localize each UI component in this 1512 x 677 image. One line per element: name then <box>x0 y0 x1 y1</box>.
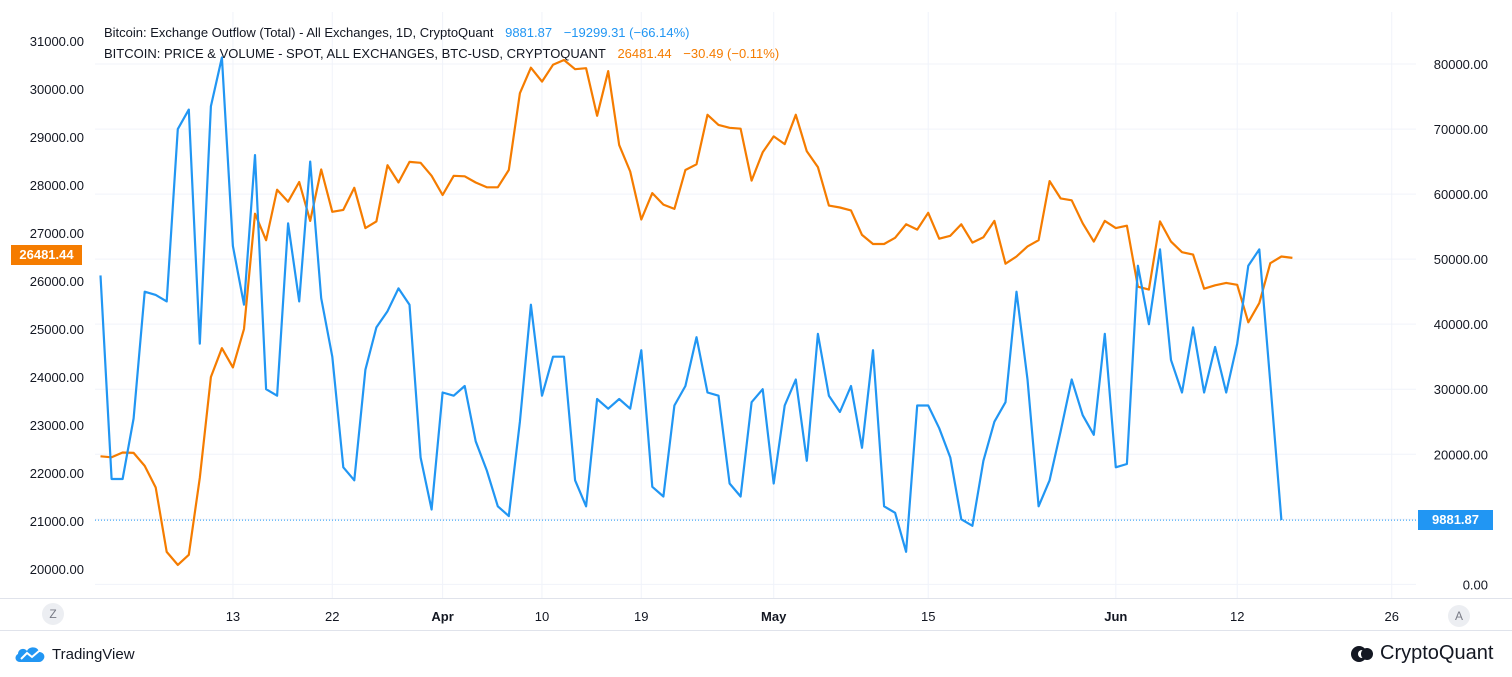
legend-outflow-change: −19299.31 (−66.14%) <box>563 25 690 40</box>
auto-scale-button[interactable]: A <box>1448 605 1470 627</box>
time-axis[interactable]: 13 22 Apr 10 19 May 15 Jun 12 26 <box>226 609 1399 624</box>
legend-price-change: −30.49 (−0.11%) <box>683 46 780 61</box>
left-axis-tick-label: 23000.00 <box>30 418 84 433</box>
x-axis-tick-label: 22 <box>325 609 339 624</box>
right-axis-tick-label: 20000.00 <box>1434 447 1488 462</box>
price-last-badge: 26481.44 <box>11 245 82 265</box>
left-price-axis[interactable]: 31000.00 30000.00 29000.00 28000.00 27000.00… <box>30 34 84 577</box>
left-axis-tick-label: 24000.00 <box>30 370 84 385</box>
cryptoquant-logo[interactable]: CryptoQuant <box>1350 642 1493 665</box>
x-axis-tick-label: 15 <box>921 609 935 624</box>
legend-outflow-value: 9881.87 <box>505 25 553 40</box>
left-axis-tick-label: 27000.00 <box>30 226 84 241</box>
x-axis-tick-label: 13 <box>226 609 240 624</box>
time-axis-separator <box>0 598 1512 599</box>
left-axis-tick-label: 25000.00 <box>30 322 84 337</box>
legend-outflow-title: Bitcoin: Exchange Outflow (Total) - All … <box>104 25 494 40</box>
tradingview-cloud-icon <box>15 647 45 662</box>
legend-price-value: 26481.44 <box>617 46 672 61</box>
tradingview-label: TradingView <box>52 645 135 663</box>
left-axis-tick-label: 20000.00 <box>30 562 84 577</box>
x-axis-tick-label: 26 <box>1384 609 1398 624</box>
x-axis-tick-label: 12 <box>1230 609 1244 624</box>
x-axis-tick-label: 19 <box>634 609 648 624</box>
legend-price[interactable]: BITCOIN: PRICE & VOLUME - SPOT, ALL EXCH… <box>104 46 787 61</box>
left-axis-tick-label: 28000.00 <box>30 178 84 193</box>
cryptoquant-icon <box>1351 645 1373 662</box>
x-axis-tick-label: May <box>761 609 787 624</box>
right-axis-tick-label: 30000.00 <box>1434 382 1488 397</box>
grid-lines <box>95 12 1416 598</box>
x-axis-tick-label: 10 <box>535 609 549 624</box>
bottom-separator <box>0 630 1512 631</box>
legend-price-title: BITCOIN: PRICE & VOLUME - SPOT, ALL EXCH… <box>104 46 606 61</box>
left-axis-tick-label: 21000.00 <box>30 514 84 529</box>
x-axis-tick-label: Apr <box>431 609 453 624</box>
right-axis-tick-label: 40000.00 <box>1434 317 1488 332</box>
left-axis-tick-label: 31000.00 <box>30 34 84 49</box>
cryptoquant-label: CryptoQuant <box>1380 642 1494 664</box>
right-axis-tick-label: 0.00 <box>1463 577 1488 592</box>
right-axis-tick-label: 60000.00 <box>1434 187 1488 202</box>
timezone-button[interactable]: Z <box>42 603 64 625</box>
left-axis-tick-label: 30000.00 <box>30 82 84 97</box>
left-axis-tick-label: 22000.00 <box>30 466 84 481</box>
outflow-last-badge: 9881.87 <box>1418 510 1493 530</box>
right-axis-tick-label: 80000.00 <box>1434 57 1488 72</box>
tradingview-logo[interactable]: TradingView <box>14 645 135 663</box>
right-axis-tick-label: 70000.00 <box>1434 122 1488 137</box>
right-outflow-axis[interactable]: 80000.00 70000.00 60000.00 50000.00 40000.00… <box>1434 57 1488 592</box>
legend-outflow[interactable]: Bitcoin: Exchange Outflow (Total) - All … <box>104 25 698 40</box>
left-axis-tick-label: 29000.00 <box>30 130 84 145</box>
x-axis-tick-label: Jun <box>1104 609 1127 624</box>
price-series-line[interactable] <box>100 58 1293 566</box>
left-axis-tick-label: 26000.00 <box>30 274 84 289</box>
outflow-series-line[interactable] <box>99 56 1283 553</box>
right-axis-tick-label: 50000.00 <box>1434 252 1488 267</box>
